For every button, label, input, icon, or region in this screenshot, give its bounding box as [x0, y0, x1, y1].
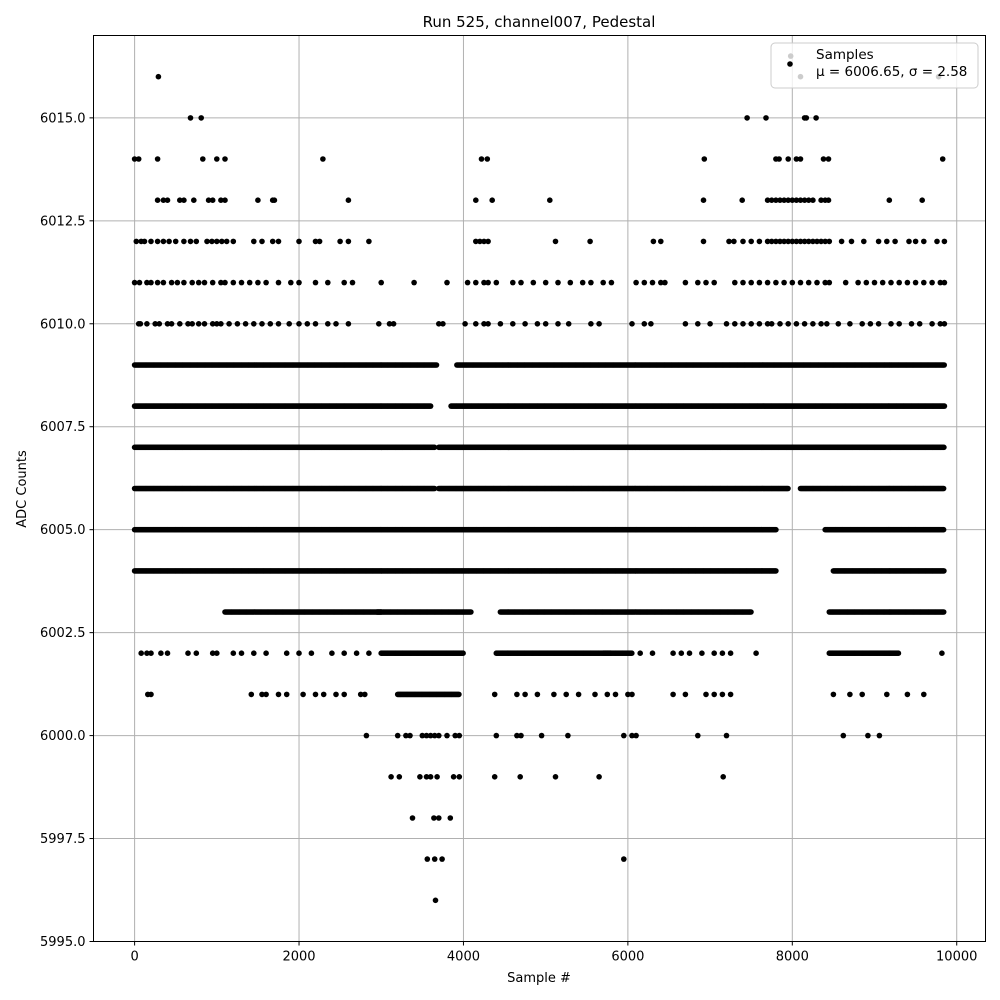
data-point — [433, 362, 440, 368]
chart-title: Run 525, channel007, Pedestal — [423, 13, 656, 31]
data-point — [941, 444, 947, 451]
data-point — [785, 485, 791, 492]
data-point — [941, 362, 947, 368]
data-point — [431, 444, 438, 451]
data-point — [773, 526, 779, 533]
data-point — [941, 403, 948, 409]
data-points — [131, 53, 948, 904]
data-point — [431, 485, 438, 492]
data-point — [941, 568, 947, 574]
data-point — [427, 403, 434, 409]
data-point — [940, 485, 947, 492]
data-point — [773, 568, 779, 574]
data-point — [940, 526, 947, 533]
